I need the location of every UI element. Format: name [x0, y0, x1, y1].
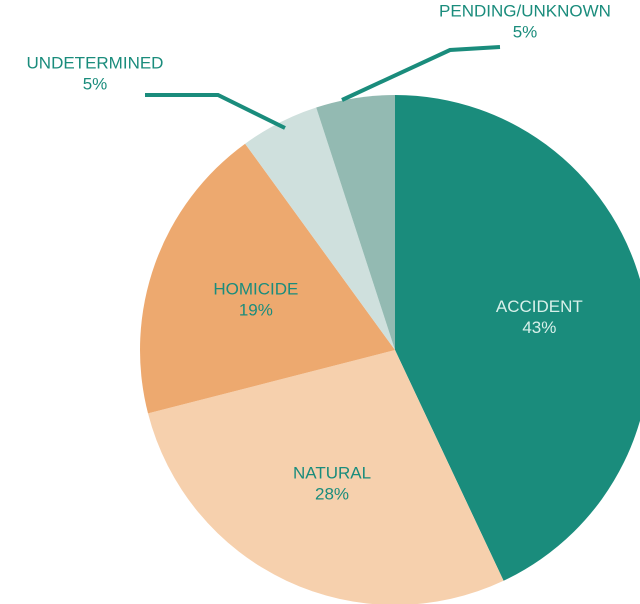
pie-slice [316, 95, 395, 350]
pie-slice [148, 350, 504, 604]
slice-value: 5% [83, 74, 108, 93]
slice-label: NATURAL [293, 463, 371, 482]
slice-value: 43% [522, 318, 556, 337]
slice-label: PENDING/UNKNOWN [439, 1, 611, 20]
pie-slice [245, 107, 395, 350]
slice-label: ACCIDENT [496, 297, 583, 316]
pie-slice [139, 143, 395, 414]
pie-slice [395, 95, 640, 581]
slice-value: 19% [239, 300, 273, 319]
slice-value: 5% [513, 22, 538, 41]
slice-value: 28% [315, 484, 349, 503]
slice-label: HOMICIDE [213, 279, 298, 298]
leader-line [341, 45, 501, 102]
leader-line [145, 93, 286, 130]
slice-label: UNDETERMINED [27, 53, 164, 72]
